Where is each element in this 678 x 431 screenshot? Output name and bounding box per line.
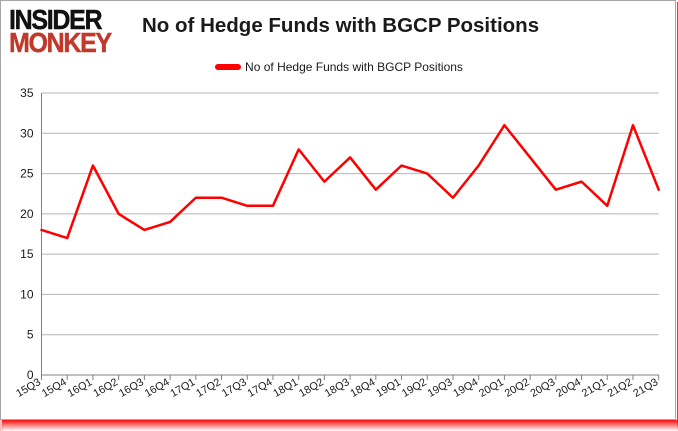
svg-text:16Q4: 16Q4 <box>143 376 172 400</box>
svg-text:30: 30 <box>20 126 34 140</box>
svg-text:10: 10 <box>20 287 34 301</box>
svg-text:21Q1: 21Q1 <box>580 376 609 400</box>
svg-text:25: 25 <box>20 167 34 181</box>
svg-text:16Q2: 16Q2 <box>91 376 120 400</box>
svg-text:19Q1: 19Q1 <box>374 376 403 400</box>
svg-text:21Q2: 21Q2 <box>606 376 635 400</box>
svg-text:35: 35 <box>20 86 34 100</box>
svg-text:20Q4: 20Q4 <box>554 376 583 400</box>
svg-text:18Q1: 18Q1 <box>271 376 300 400</box>
svg-text:18Q4: 18Q4 <box>348 376 377 400</box>
svg-text:15Q4: 15Q4 <box>40 376 69 400</box>
svg-text:5: 5 <box>27 328 34 342</box>
svg-text:17Q2: 17Q2 <box>194 376 223 400</box>
svg-text:20Q3: 20Q3 <box>528 376 557 400</box>
svg-text:21Q3: 21Q3 <box>631 376 660 400</box>
svg-text:16Q1: 16Q1 <box>66 376 95 400</box>
svg-text:18Q2: 18Q2 <box>297 376 326 400</box>
svg-text:19Q4: 19Q4 <box>451 376 480 400</box>
svg-text:17Q1: 17Q1 <box>168 376 197 400</box>
svg-text:17Q3: 17Q3 <box>220 376 249 400</box>
svg-text:15: 15 <box>20 247 34 261</box>
svg-text:20Q1: 20Q1 <box>477 376 506 400</box>
svg-text:20: 20 <box>20 207 34 221</box>
svg-text:19Q2: 19Q2 <box>400 376 429 400</box>
svg-text:19Q3: 19Q3 <box>426 376 455 400</box>
svg-text:18Q3: 18Q3 <box>323 376 352 400</box>
svg-text:17Q4: 17Q4 <box>246 376 275 400</box>
svg-text:16Q3: 16Q3 <box>117 376 146 400</box>
svg-text:20Q2: 20Q2 <box>503 376 532 400</box>
